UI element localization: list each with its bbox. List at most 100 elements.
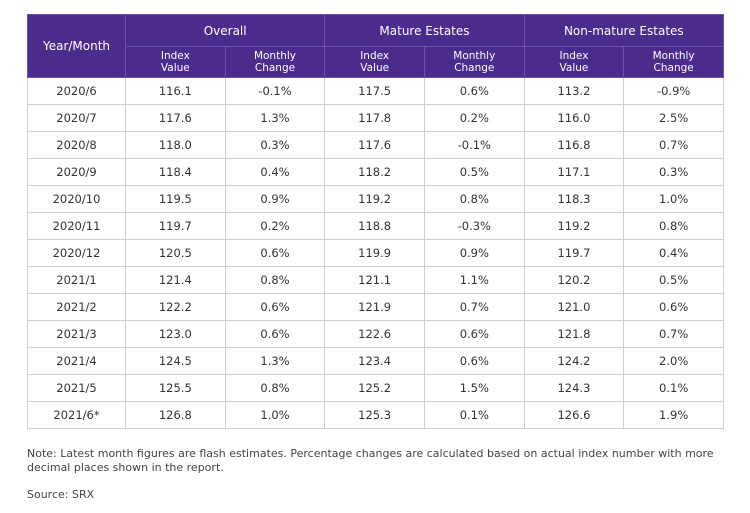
value-cell: 1.3% xyxy=(224,347,326,375)
value-cell: 118.4 xyxy=(125,158,226,186)
value-cell: 0.7% xyxy=(623,131,724,159)
value-cell: 0.3% xyxy=(224,131,326,159)
value-cell: 116.1 xyxy=(125,77,226,105)
value-cell: 117.5 xyxy=(324,77,425,105)
value-cell: 116.8 xyxy=(523,131,625,159)
value-cell: 2.5% xyxy=(623,104,724,132)
value-cell: 123.4 xyxy=(324,347,425,375)
month-cell: 2021/6* xyxy=(27,401,126,429)
value-cell: 125.2 xyxy=(324,374,425,402)
value-cell: -0.1% xyxy=(224,77,326,105)
value-cell: 119.7 xyxy=(125,212,226,240)
month-cell: 2021/3 xyxy=(27,320,126,348)
value-cell: 0.2% xyxy=(423,104,525,132)
value-cell: 119.2 xyxy=(523,212,625,240)
value-cell: 121.1 xyxy=(324,266,425,294)
value-cell: -0.9% xyxy=(623,77,724,105)
subcolumn-header: Monthly Change xyxy=(224,46,326,78)
month-cell: 2020/9 xyxy=(27,158,126,186)
column-header: Non-mature Estates xyxy=(523,14,725,47)
value-cell: 118.8 xyxy=(324,212,425,240)
table-row: 2020/10 119.5 0.9% 119.2 0.8% 118.3 1.0% xyxy=(27,185,724,213)
month-cell: 2021/4 xyxy=(27,347,126,375)
source: Source: SRX xyxy=(27,488,95,501)
value-cell: 0.3% xyxy=(623,158,724,186)
value-cell: 0.6% xyxy=(224,320,326,348)
value-cell: 120.2 xyxy=(523,266,625,294)
value-cell: 113.2 xyxy=(523,77,625,105)
subcolumn-header: Monthly Change xyxy=(623,46,724,78)
table-row: 2020/11 119.7 0.2% 118.8 -0.3% 119.2 0.8% xyxy=(27,212,724,240)
value-cell: 119.9 xyxy=(324,239,425,267)
value-cell: 0.6% xyxy=(423,320,525,348)
value-cell: 117.1 xyxy=(523,158,625,186)
value-cell: 0.7% xyxy=(423,293,525,321)
subcolumn-header: Index Value xyxy=(324,46,425,78)
value-cell: 122.2 xyxy=(125,293,226,321)
value-cell: 121.4 xyxy=(125,266,226,294)
value-cell: 119.5 xyxy=(125,185,226,213)
value-cell: 0.8% xyxy=(423,185,525,213)
table-row: 2021/6* 126.8 1.0% 125.3 0.1% 126.6 1.9% xyxy=(27,401,724,429)
value-cell: 121.8 xyxy=(523,320,625,348)
month-cell: 2021/1 xyxy=(27,266,126,294)
table-row: 2021/2 122.2 0.6% 121.9 0.7% 121.0 0.6% xyxy=(27,293,724,321)
value-cell: 124.5 xyxy=(125,347,226,375)
value-cell: 1.5% xyxy=(423,374,525,402)
index-table: Year/Month Overall Mature Estates Non-matur… xyxy=(27,14,725,429)
month-cell: 2020/11 xyxy=(27,212,126,240)
value-cell: 0.5% xyxy=(623,266,724,294)
note: Note: Latest month figures are flash est… xyxy=(27,447,714,474)
value-cell: 118.3 xyxy=(523,185,625,213)
value-cell: 2.0% xyxy=(623,347,724,375)
subcolumn-label: Monthly Change xyxy=(652,50,695,74)
value-cell: 124.3 xyxy=(523,374,625,402)
table-row: 2020/9 118.4 0.4% 118.2 0.5% 117.1 0.3% xyxy=(27,158,724,186)
table-row: 2021/1 121.4 0.8% 121.1 1.1% 120.2 0.5% xyxy=(27,266,724,294)
header-row: Index Value Monthly Change Index Value Mont… xyxy=(28,46,724,78)
value-cell: 116.0 xyxy=(523,104,625,132)
month-cell: 2020/6 xyxy=(27,77,126,105)
value-cell: 126.8 xyxy=(125,401,226,429)
value-cell: 0.8% xyxy=(623,212,724,240)
month-cell: 2020/8 xyxy=(27,131,126,159)
value-cell: 117.6 xyxy=(324,131,425,159)
value-cell: 1.9% xyxy=(623,401,724,429)
value-cell: 0.6% xyxy=(423,77,525,105)
value-cell: -0.3% xyxy=(423,212,525,240)
value-cell: 0.9% xyxy=(224,185,326,213)
value-cell: 123.0 xyxy=(125,320,226,348)
table-header: Year/Month Overall Mature Estates Non-matur… xyxy=(27,14,725,78)
value-cell: 125.3 xyxy=(324,401,425,429)
column-header: Year/Month xyxy=(27,14,126,78)
value-cell: 117.6 xyxy=(125,104,226,132)
value-cell: 117.8 xyxy=(324,104,425,132)
value-cell: 1.0% xyxy=(224,401,326,429)
month-cell: 2020/7 xyxy=(27,104,126,132)
value-cell: 121.9 xyxy=(324,293,425,321)
value-cell: 126.6 xyxy=(523,401,625,429)
value-cell: 0.1% xyxy=(423,401,525,429)
month-cell: 2020/12 xyxy=(27,239,126,267)
table-row: 2021/3 123.0 0.6% 122.6 0.6% 121.8 0.7% xyxy=(27,320,724,348)
subcolumn-header: Monthly Change xyxy=(423,46,525,78)
value-cell: 1.3% xyxy=(224,104,326,132)
value-cell: 0.7% xyxy=(623,320,724,348)
table-row: 2021/4 124.5 1.3% 123.4 0.6% 124.2 2.0% xyxy=(27,347,724,375)
header-row: Year/Month Overall Mature Estates Non-matur… xyxy=(27,14,725,78)
value-cell: 119.2 xyxy=(324,185,425,213)
table-row: 2020/12 120.5 0.6% 119.9 0.9% 119.7 0.4% xyxy=(27,239,724,267)
value-cell: 0.6% xyxy=(224,293,326,321)
subcolumn-label: Monthly Change xyxy=(453,50,496,74)
value-cell: 0.6% xyxy=(623,293,724,321)
month-cell: 2020/10 xyxy=(27,185,126,213)
value-cell: 0.9% xyxy=(423,239,525,267)
value-cell: 124.2 xyxy=(523,347,625,375)
subcolumn-header: Index Value xyxy=(125,46,226,78)
value-cell: 0.4% xyxy=(623,239,724,267)
value-cell: 0.1% xyxy=(623,374,724,402)
value-cell: 0.8% xyxy=(224,266,326,294)
value-cell: 0.4% xyxy=(224,158,326,186)
subcolumn-header: Index Value xyxy=(523,46,625,78)
table-row: 2020/7 117.6 1.3% 117.8 0.2% 116.0 2.5% xyxy=(27,104,724,132)
